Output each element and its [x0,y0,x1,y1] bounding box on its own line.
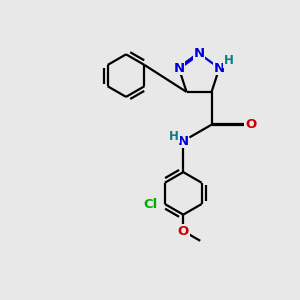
Text: N: N [173,62,184,75]
Text: O: O [246,118,257,131]
Text: N: N [194,47,205,60]
Text: H: H [169,130,179,142]
Text: N: N [178,134,189,148]
Text: N: N [214,62,225,75]
Text: O: O [178,224,189,238]
Text: H: H [224,55,233,68]
Text: Cl: Cl [143,197,157,211]
